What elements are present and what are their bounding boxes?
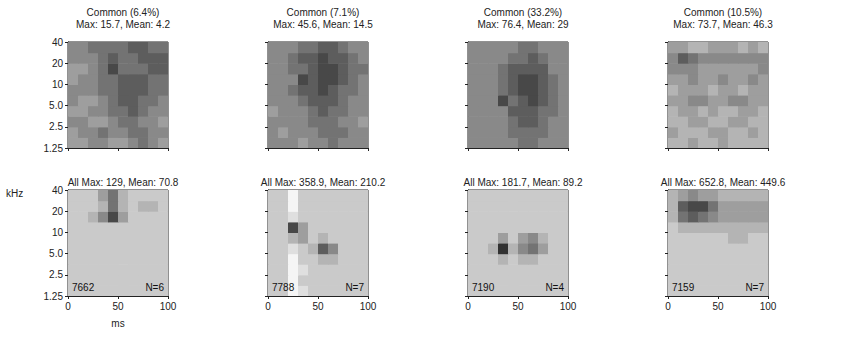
svg-text:All Max: 129, Mean: 70.8: All Max: 129, Mean: 70.8	[68, 177, 179, 188]
svg-text:N=7: N=7	[345, 282, 364, 293]
svg-text:2.5: 2.5	[49, 121, 63, 132]
svg-text:All Max: 652.8, Mean: 449.6: All Max: 652.8, Mean: 449.6	[661, 177, 786, 188]
svg-text:Common (6.4%): Common (6.4%)	[87, 7, 160, 18]
svg-text:0: 0	[65, 301, 71, 312]
svg-text:Common (10.5%): Common (10.5%)	[684, 7, 762, 18]
svg-text:Common (33.2%): Common (33.2%)	[484, 7, 562, 18]
svg-text:ms: ms	[111, 318, 124, 329]
svg-text:7662: 7662	[72, 282, 95, 293]
svg-text:0: 0	[265, 301, 271, 312]
svg-text:All Max: 181.7, Mean: 89.2: All Max: 181.7, Mean: 89.2	[464, 177, 583, 188]
svg-text:kHz: kHz	[6, 188, 23, 199]
svg-text:10: 10	[52, 227, 64, 238]
svg-text:100: 100	[560, 301, 577, 312]
svg-text:40: 40	[52, 37, 64, 48]
svg-text:All Max: 358.9, Mean: 210.2: All Max: 358.9, Mean: 210.2	[261, 177, 386, 188]
svg-text:7159: 7159	[672, 282, 695, 293]
svg-text:Max: 15.7, Mean: 4.2: Max: 15.7, Mean: 4.2	[76, 19, 170, 30]
svg-text:10: 10	[52, 79, 64, 90]
svg-text:100: 100	[760, 301, 777, 312]
svg-text:5.0: 5.0	[49, 248, 63, 259]
svg-text:Max: 76.4, Mean: 29: Max: 76.4, Mean: 29	[477, 19, 569, 30]
svg-text:50: 50	[712, 301, 724, 312]
svg-text:N=4: N=4	[545, 282, 564, 293]
svg-text:20: 20	[52, 58, 64, 69]
svg-text:N=7: N=7	[745, 282, 764, 293]
svg-text:50: 50	[512, 301, 524, 312]
svg-text:40: 40	[52, 185, 64, 196]
svg-text:Common (7.1%): Common (7.1%)	[287, 7, 360, 18]
svg-text:7788: 7788	[272, 282, 295, 293]
svg-text:Max: 45.6, Mean: 14.5: Max: 45.6, Mean: 14.5	[273, 19, 373, 30]
svg-text:50: 50	[112, 301, 124, 312]
svg-text:N=6: N=6	[145, 282, 164, 293]
svg-text:2.5: 2.5	[49, 269, 63, 280]
svg-text:Max: 73.7, Mean: 46.3: Max: 73.7, Mean: 46.3	[673, 19, 773, 30]
svg-text:100: 100	[360, 301, 377, 312]
svg-text:7190: 7190	[472, 282, 495, 293]
svg-text:0: 0	[665, 301, 671, 312]
svg-text:5.0: 5.0	[49, 100, 63, 111]
svg-text:0: 0	[465, 301, 471, 312]
svg-text:1.25: 1.25	[44, 143, 64, 154]
svg-text:100: 100	[160, 301, 177, 312]
svg-text:1.25: 1.25	[44, 291, 64, 302]
svg-text:20: 20	[52, 206, 64, 217]
svg-text:50: 50	[312, 301, 324, 312]
